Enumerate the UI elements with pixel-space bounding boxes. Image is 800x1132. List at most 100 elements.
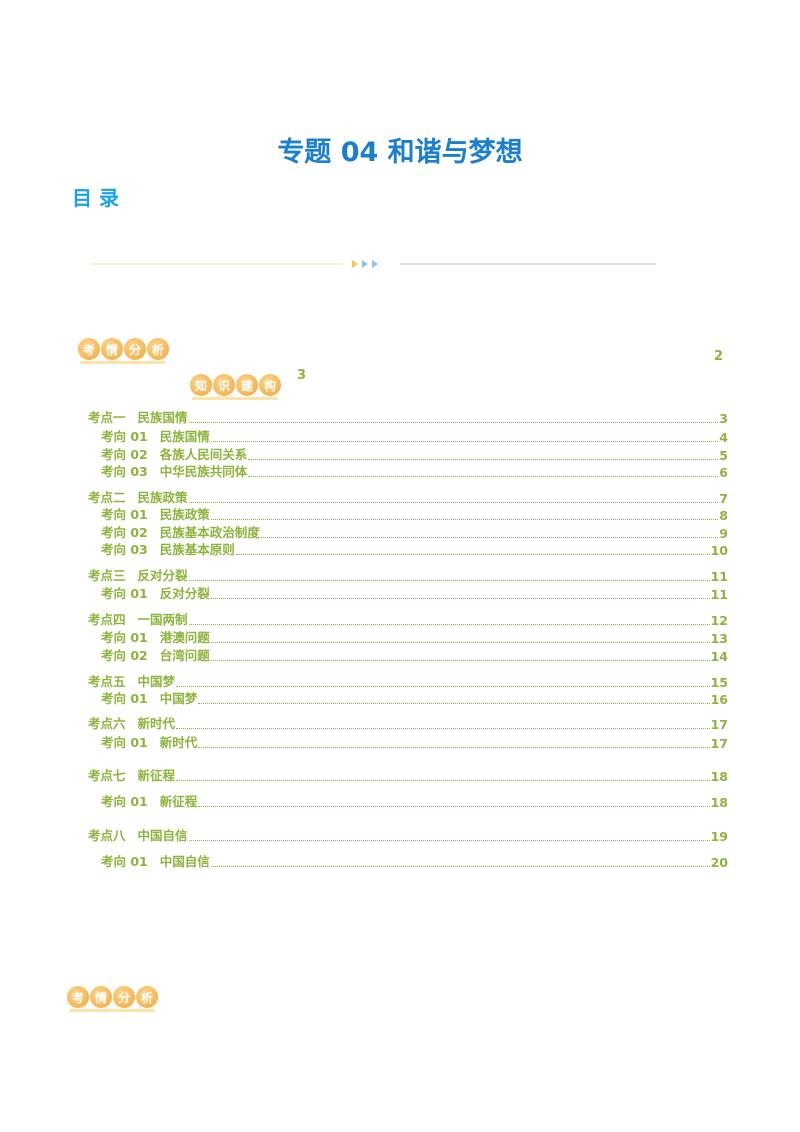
- entry-label: 考向 02: [101, 447, 148, 462]
- entry-label: 考点二: [88, 490, 126, 505]
- badge: 考情分析: [67, 986, 163, 1012]
- entry-title: 新征程: [159, 794, 198, 809]
- badge-text: 考情分析: [72, 991, 165, 1005]
- entry-title: 中国自信: [159, 854, 210, 869]
- entry-page: 12: [710, 613, 728, 628]
- page-number: 3: [297, 368, 307, 383]
- entry-page: 14: [710, 649, 728, 664]
- badge-text: 知识建构: [195, 379, 288, 393]
- entry-label: 考向 03: [101, 464, 148, 479]
- toc-item: 考向 02 各族人民间关系 5: [101, 447, 728, 463]
- toc-item: 考向 01 民族国情 4: [101, 429, 728, 445]
- toc-section: 考点三 反对分裂 11: [88, 568, 728, 584]
- leader: [188, 624, 710, 625]
- entry-page: 9: [719, 526, 728, 541]
- entry-label: 考向 01: [101, 429, 148, 444]
- toc-item: 考向 01 中国梦 16: [101, 691, 728, 707]
- toc-section: 考点八 中国自信 19: [88, 828, 728, 844]
- entry-page: 17: [710, 717, 728, 732]
- toc-item: 考向 01 新时代 17: [101, 735, 728, 751]
- entry-page: 7: [719, 491, 728, 506]
- entry-page: 18: [710, 795, 728, 810]
- toc-item: 考向 02 民族基本政治制度 9: [101, 525, 728, 541]
- toc-item: 考向 01 中国自信 20: [101, 854, 728, 870]
- entry-title: 民族基本政治制度: [159, 525, 260, 540]
- entry-title: 民族政策: [159, 507, 210, 522]
- entry-title: 中华民族共同体: [159, 464, 248, 479]
- leader: [210, 519, 719, 520]
- leader: [248, 476, 719, 477]
- entry-page: 13: [710, 631, 728, 646]
- toc-item: 考向 03 中华民族共同体 6: [101, 464, 728, 480]
- entry-label: 考向 02: [101, 648, 148, 663]
- toc-heading: 目 录: [72, 186, 119, 210]
- toc-section: 考点四 一国两制 12: [88, 612, 728, 628]
- entry-label: 考向 01: [101, 794, 148, 809]
- entry-label: 考点五: [88, 674, 126, 689]
- entry-page: 18: [710, 769, 728, 784]
- leader: [210, 866, 710, 867]
- leader: [198, 703, 710, 704]
- entry-label: 考向 03: [101, 542, 148, 557]
- toc-section: 考点二 民族政策 7: [88, 490, 728, 506]
- title: 专题 04 和谐与梦想: [277, 137, 523, 168]
- badge-text: 考情分析: [83, 343, 176, 357]
- leader: [176, 728, 710, 729]
- entry-title: 各族人民间关系: [159, 447, 248, 462]
- entry-label: 考向 01: [101, 507, 148, 522]
- toc-section: 考点五 中国梦 15: [88, 674, 728, 690]
- entry-label: 考点三: [88, 568, 126, 583]
- entry-title: 中国梦: [159, 691, 198, 706]
- leader: [198, 806, 710, 807]
- leader: [210, 598, 710, 599]
- entry-title: 中国梦: [137, 674, 176, 689]
- toc-item: 考向 01 新征程 18: [101, 794, 728, 810]
- toc-item: 考向 01 港澳问题 13: [101, 630, 728, 646]
- leader: [188, 580, 710, 581]
- entry-label: 考点六: [88, 716, 126, 731]
- leader: [235, 554, 710, 555]
- entry-page: 17: [710, 736, 728, 751]
- entry-label: 考向 01: [101, 630, 148, 645]
- entry-title: 新时代: [137, 716, 176, 731]
- entry-label: 考向 01: [101, 691, 148, 706]
- entry-title: 新时代: [159, 735, 198, 750]
- entry-page: 8: [719, 508, 728, 523]
- entry-page: 4: [719, 430, 728, 445]
- entry-title: 反对分裂: [137, 568, 188, 583]
- toc-item: 考向 01 民族政策 8: [101, 507, 728, 523]
- toc-section: 考点七 新征程 18: [88, 768, 728, 784]
- toc-item: 考向 02 台湾问题 14: [101, 648, 728, 664]
- toc-section: 考点六 新时代 17: [88, 716, 728, 732]
- toc-section: 考点一 民族国情 3: [88, 410, 728, 426]
- leader: [188, 840, 710, 841]
- leader: [198, 747, 710, 748]
- entry-title: 民族国情: [137, 410, 188, 425]
- leader: [188, 422, 719, 423]
- leader: [210, 660, 710, 661]
- entry-page: 19: [710, 829, 728, 844]
- entry-page: 16: [710, 692, 728, 707]
- leader: [248, 459, 719, 460]
- entry-page: 3: [719, 411, 728, 426]
- entry-title: 新征程: [137, 768, 176, 783]
- badge: 考情分析: [78, 338, 174, 364]
- entry-title: 民族国情: [159, 429, 210, 444]
- entry-page: 10: [710, 543, 728, 558]
- entry-title: 台湾问题: [159, 648, 210, 663]
- leader: [260, 537, 719, 538]
- entry-page: 15: [710, 675, 728, 690]
- badge: 知识建构: [190, 374, 286, 400]
- entry-label: 考向 01: [101, 854, 148, 869]
- entry-title: 港澳问题: [159, 630, 210, 645]
- entry-label: 考向 01: [101, 586, 148, 601]
- entry-title: 中国自信: [137, 828, 188, 843]
- entry-page: 6: [719, 465, 728, 480]
- leader: [176, 780, 710, 781]
- toc-item: 考向 01 反对分裂 11: [101, 586, 728, 602]
- leader: [176, 686, 710, 687]
- page-number: 2: [714, 349, 724, 364]
- entry-label: 考点四: [88, 612, 126, 627]
- leader: [210, 642, 710, 643]
